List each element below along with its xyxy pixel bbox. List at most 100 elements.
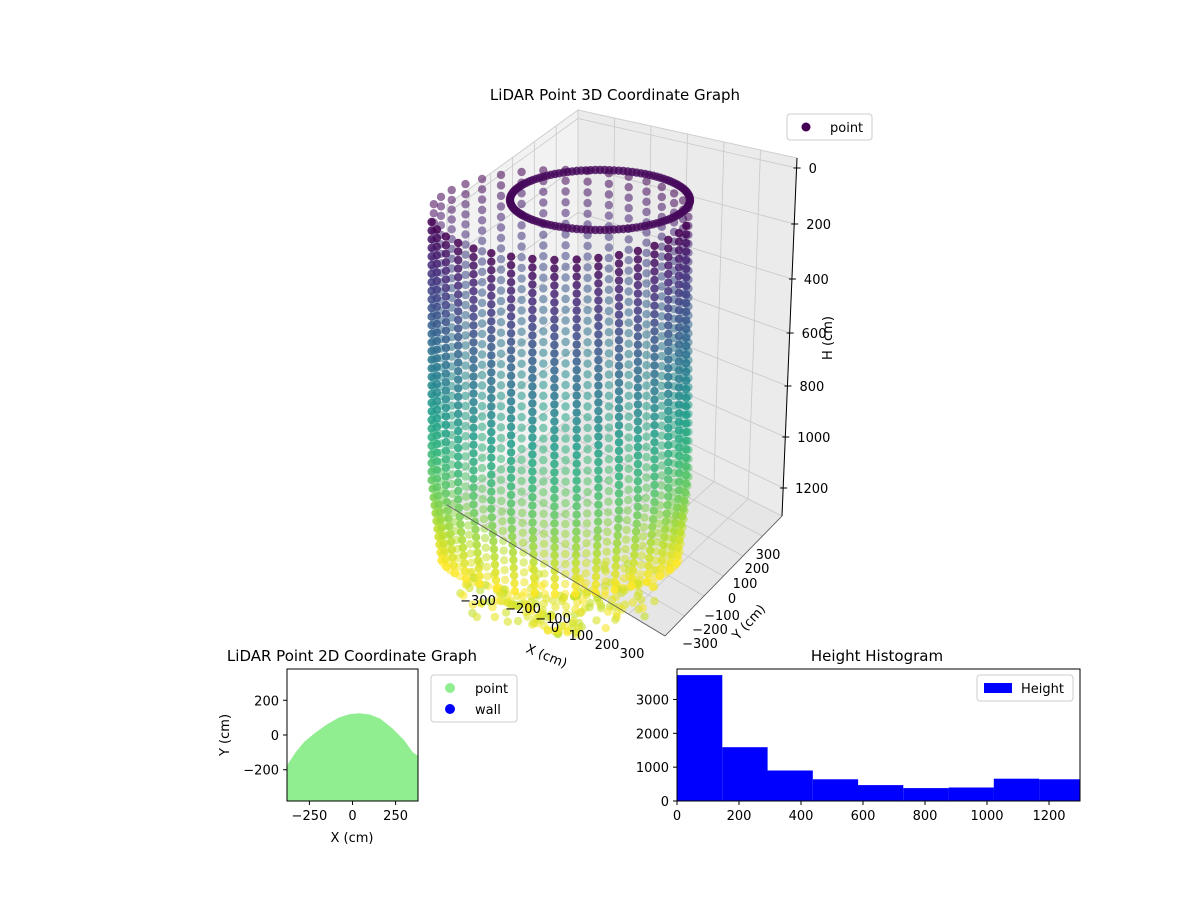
point-3d: [480, 515, 488, 523]
point-3d: [487, 419, 495, 427]
point-3d: [573, 425, 581, 433]
point-3d: [550, 366, 558, 374]
point-3d: [625, 277, 633, 285]
point-3d: [551, 559, 559, 567]
point-3d: [442, 361, 450, 369]
point-3d: [433, 311, 441, 319]
chart-histogram: Height Histogram 0 200 400 600 800 1000 120001…: [636, 647, 1080, 824]
point-3d: [664, 321, 672, 329]
point-3d: [487, 428, 495, 436]
point-3d: [539, 499, 547, 507]
point-3d: [642, 341, 650, 349]
point-3d: [664, 484, 672, 492]
point-3d: [625, 267, 633, 275]
point-3d: [675, 452, 683, 460]
point-3d: [625, 402, 633, 410]
point-3d: [659, 541, 667, 549]
point-3d: [550, 451, 558, 459]
point-3d: [454, 333, 462, 341]
point-3d: [613, 547, 621, 555]
point-3d: [675, 315, 683, 323]
point-3d: [442, 472, 450, 480]
point-3d: [650, 267, 658, 275]
point-3d: [583, 488, 591, 496]
point-3d: [573, 298, 581, 306]
point-3d: [561, 306, 569, 314]
point-3d: [530, 573, 538, 581]
point-3d: [454, 316, 462, 324]
point-3d: [634, 281, 642, 289]
point-3d: [442, 352, 450, 360]
point-3d: [497, 371, 505, 379]
point-3d: [539, 188, 547, 196]
y-tick-label-histogram: 2000: [636, 727, 669, 742]
point-3d: [539, 295, 547, 303]
point-3d: [561, 241, 569, 249]
point-3d: [600, 561, 608, 569]
point-3d: [611, 570, 619, 578]
point-3d: [615, 413, 623, 421]
point-3d: [583, 392, 591, 400]
point-3d: [573, 264, 581, 272]
point-3d: [680, 497, 688, 505]
point-3d: [633, 520, 641, 528]
point-3d: [658, 183, 666, 191]
point-3d: [517, 434, 525, 442]
point-3d: [675, 536, 683, 544]
point-3d: [507, 423, 515, 431]
point-3d: [583, 338, 591, 346]
point-3d: [507, 406, 515, 414]
point-3d: [442, 481, 450, 489]
point-3d: [573, 408, 581, 416]
point-3d: [615, 438, 623, 446]
point-3d: [647, 531, 655, 539]
point-3d: [682, 222, 690, 230]
point-3d: [528, 348, 536, 356]
point-3d: [594, 492, 602, 500]
point-3d: [528, 297, 536, 305]
point-3d: [448, 206, 456, 214]
point-3d: [573, 598, 581, 606]
point-3d: [497, 307, 505, 315]
point-3d: [561, 338, 569, 346]
point-3d: [615, 336, 623, 344]
point-3d: [550, 528, 558, 536]
point-3d: [637, 561, 645, 569]
point-3d: [492, 576, 500, 584]
point-3d: [573, 434, 581, 442]
point-3d: [478, 309, 486, 317]
point-3d: [528, 510, 536, 518]
point-3d: [615, 447, 623, 455]
point-3d: [605, 286, 613, 294]
point-3d: [675, 469, 683, 477]
point-3d: [539, 370, 547, 378]
legend-2d-label-wall: wall: [475, 703, 501, 718]
point-3d: [550, 298, 558, 306]
point-3d: [650, 319, 658, 327]
point-3d: [507, 397, 515, 405]
point-3d: [644, 570, 652, 578]
point-3d: [497, 455, 505, 463]
point-3d: [642, 392, 650, 400]
point-3d: [430, 200, 438, 208]
point-3d: [442, 421, 450, 429]
point-3d: [539, 413, 547, 421]
point-3d: [664, 475, 672, 483]
point-3d: [519, 529, 527, 537]
point-3d: [539, 510, 547, 518]
point-3d: [469, 244, 477, 252]
point-3d: [507, 380, 515, 388]
point-3d: [487, 292, 495, 300]
point-3d: [454, 495, 462, 503]
point-3d: [433, 354, 441, 362]
point-3d: [572, 566, 580, 574]
point-3d: [682, 333, 690, 341]
point-3d: [675, 323, 683, 331]
point-3d: [487, 445, 495, 453]
point-3d: [487, 334, 495, 342]
point-3d: [550, 264, 558, 272]
point-3d: [561, 327, 569, 335]
point-3d: [509, 556, 517, 564]
point-3d: [454, 341, 462, 349]
point-3d: [550, 383, 558, 391]
